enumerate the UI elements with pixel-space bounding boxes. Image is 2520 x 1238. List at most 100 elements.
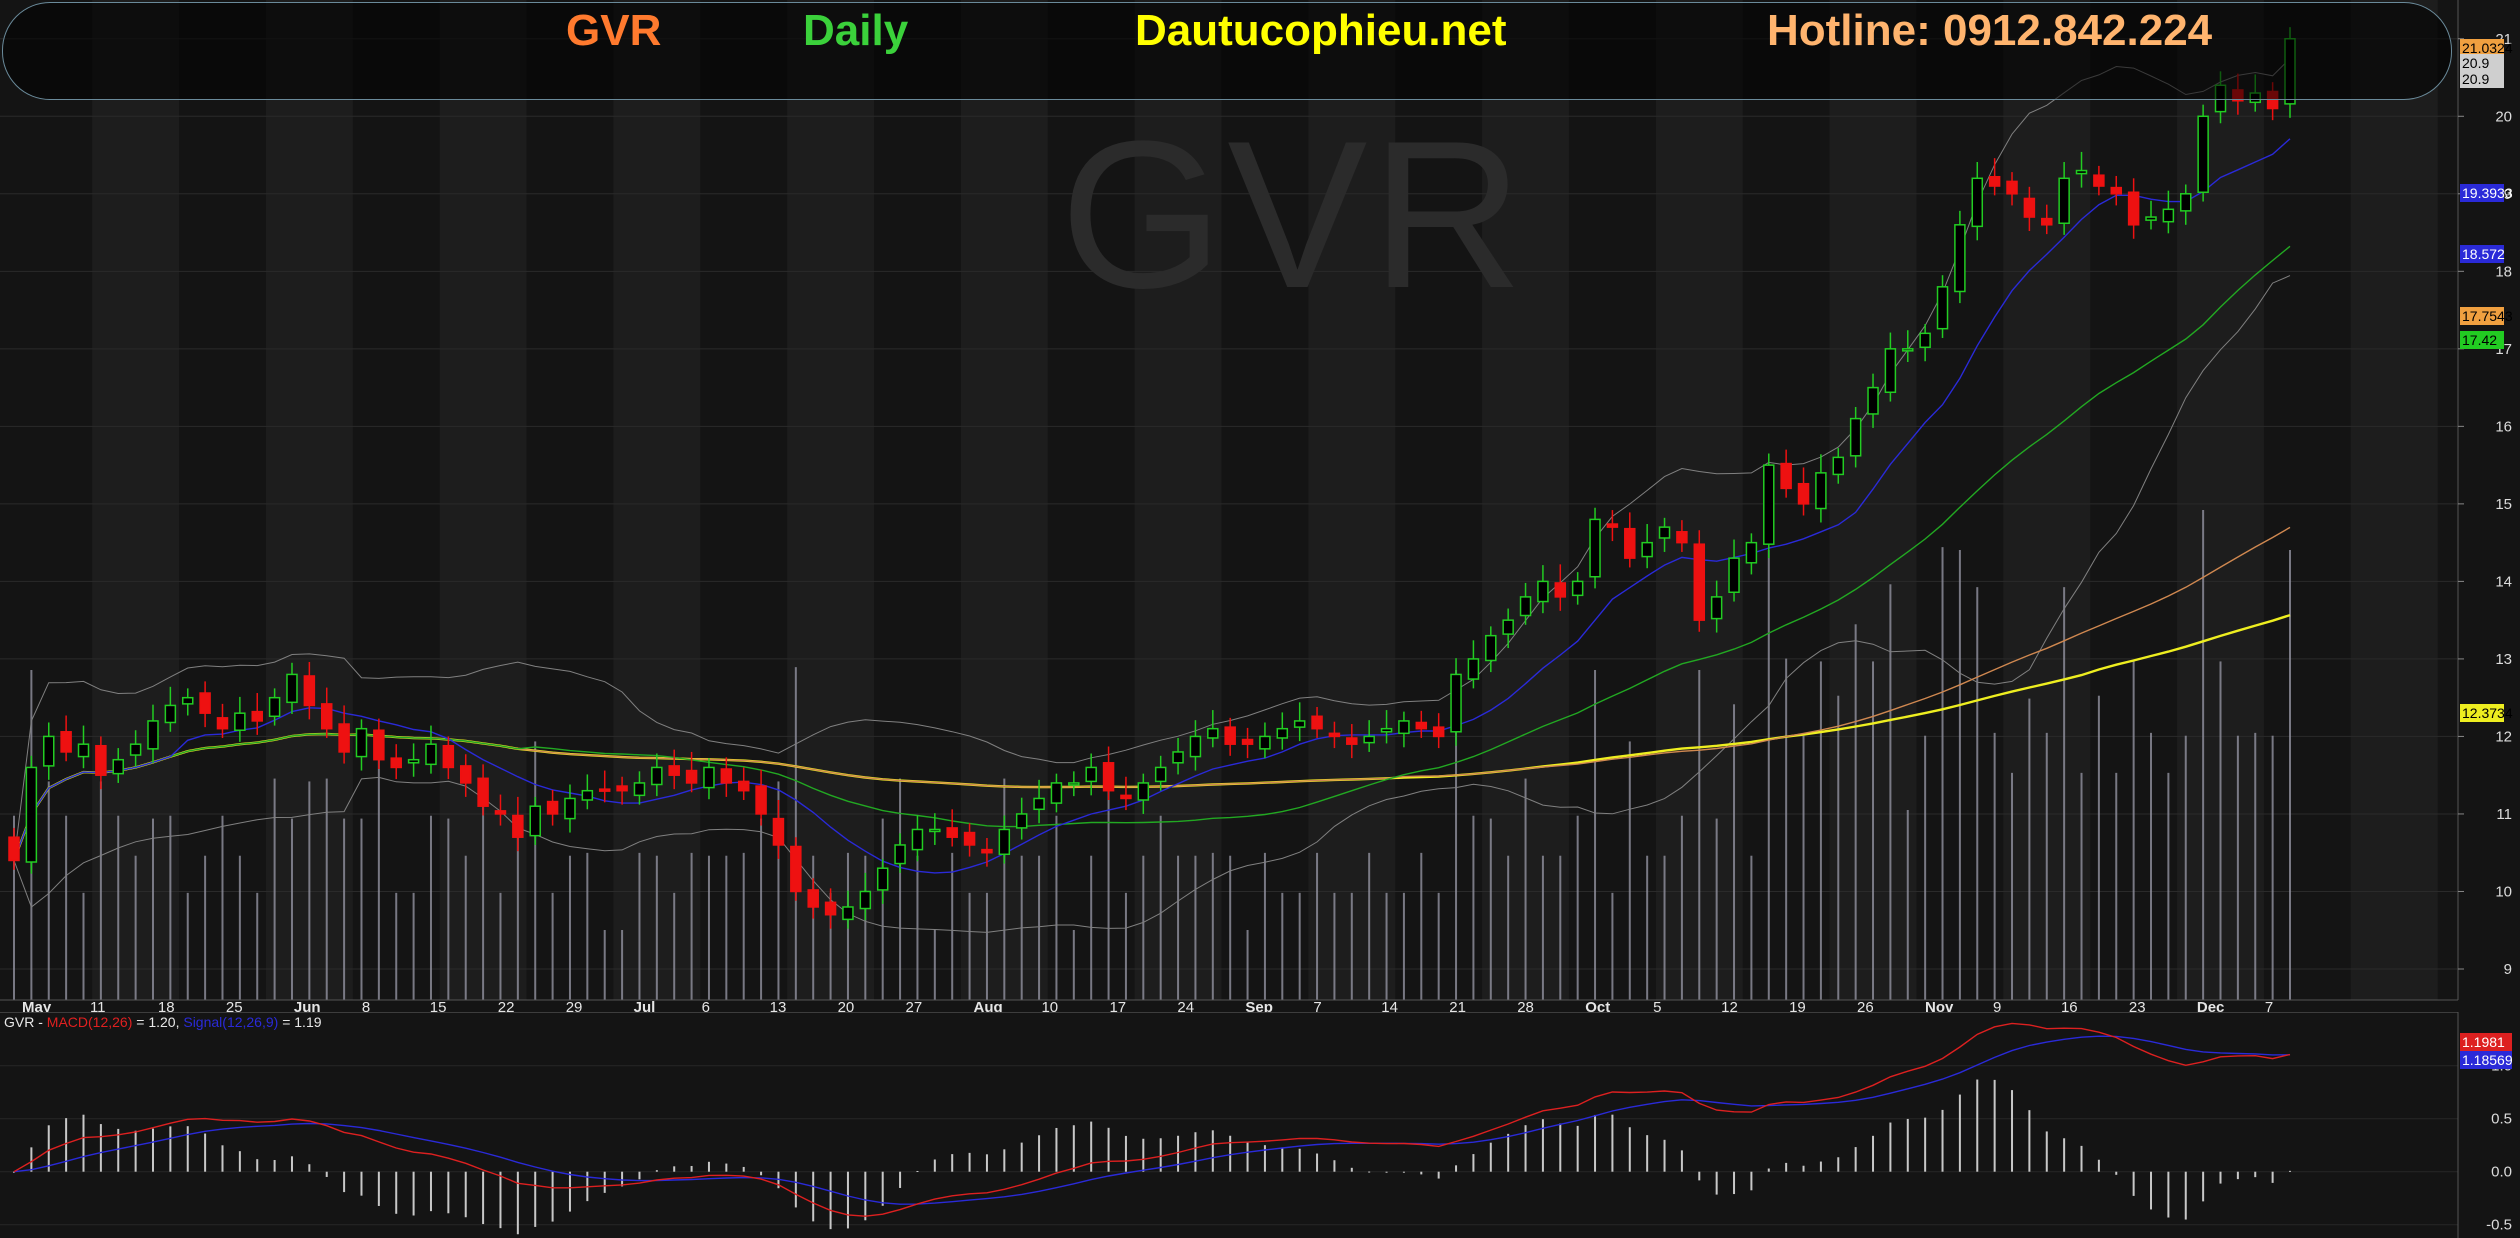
candle-up xyxy=(1380,727,1393,733)
macd-histogram-bar xyxy=(985,1154,988,1172)
macd-histogram-bar xyxy=(1906,1118,1909,1172)
macd-histogram-bar xyxy=(864,1171,867,1221)
macd-bg xyxy=(0,1012,2520,1238)
candle-down xyxy=(685,769,698,784)
price-label: 17.42 xyxy=(2462,332,2497,348)
volume-bar xyxy=(169,815,172,1000)
candle-down xyxy=(790,845,802,893)
candle-up xyxy=(842,906,854,921)
price-axis: 910111213141516171819202121.032420.920.9… xyxy=(2457,0,2513,1000)
macd-histogram-bar xyxy=(1020,1142,1023,1172)
volume-bar xyxy=(621,930,624,1000)
macd-histogram-bar xyxy=(1455,1165,1458,1172)
candle-up xyxy=(1293,720,1306,728)
candle-up xyxy=(2145,216,2157,221)
macd-histogram-bar xyxy=(1402,1171,1405,1173)
macd-legend: GVR - MACD(12,26) = 1.20, Signal(12,26,9… xyxy=(4,1014,322,1030)
day-label: 22 xyxy=(498,999,515,1012)
volume-bar xyxy=(256,892,259,1000)
macd-histogram-bar xyxy=(1715,1171,1718,1195)
volume-bar xyxy=(290,818,293,1000)
volume-bar xyxy=(1611,892,1614,1000)
volume-bar xyxy=(2184,735,2187,1000)
macd-histogram-bar xyxy=(2115,1171,2118,1175)
volume-bar xyxy=(899,778,902,1000)
price-chart: 910111213141516171819202121.032420.920.9… xyxy=(0,0,2513,1012)
candle-down xyxy=(1241,738,1254,745)
candle-down xyxy=(737,780,750,792)
candle-down xyxy=(60,731,72,753)
volume-bar xyxy=(204,855,207,1000)
macd-histogram-bar xyxy=(1263,1145,1266,1172)
candle-up xyxy=(1207,727,1219,739)
volume-bar xyxy=(1350,892,1353,1000)
macd-histogram-bar xyxy=(1524,1125,1527,1172)
month-label: Jun xyxy=(294,999,321,1012)
price-tick-label: 10 xyxy=(2495,883,2512,900)
candle-up xyxy=(1189,735,1202,758)
macd-histogram-bar xyxy=(395,1171,398,1214)
price-label-box xyxy=(2460,331,2504,349)
macd-histogram-bar xyxy=(1055,1127,1058,1172)
volume-bar xyxy=(395,892,398,1000)
macd-histogram-bar xyxy=(1854,1147,1857,1172)
candle-up xyxy=(2075,169,2088,175)
candle-down xyxy=(1432,726,1445,738)
volume-bar xyxy=(1472,815,1475,1000)
macd-histogram-bar xyxy=(2236,1171,2239,1180)
macd-histogram-bar xyxy=(1750,1171,1753,1191)
volume-bar xyxy=(777,781,780,1000)
day-label: 16 xyxy=(2061,999,2078,1012)
volume-bar xyxy=(1229,855,1232,1000)
candle-down xyxy=(199,692,211,714)
candles xyxy=(8,27,2296,929)
candle-down xyxy=(390,757,402,769)
macd-histogram-bar xyxy=(343,1171,346,1193)
volume-bar xyxy=(82,892,85,1000)
candle-up xyxy=(633,782,646,797)
volume-bar xyxy=(1976,587,1979,1000)
volume-bar xyxy=(412,892,415,1000)
candle-up xyxy=(1954,224,1966,293)
price-tick-label: 11 xyxy=(2496,806,2512,823)
candle-down xyxy=(755,785,767,815)
candle-up xyxy=(147,720,159,750)
candle-down xyxy=(373,729,385,761)
volume-bar xyxy=(1402,892,1405,1000)
macd-histogram-bar xyxy=(1107,1127,1110,1172)
day-label: 25 xyxy=(226,999,243,1012)
macd-histogram-bar xyxy=(221,1145,224,1172)
candle-up xyxy=(894,844,906,865)
candle-down xyxy=(2041,217,2053,226)
macd-histogram-bar xyxy=(1489,1142,1492,1172)
day-label: 17 xyxy=(1109,999,1126,1012)
volume-bar xyxy=(1055,815,1058,1000)
candle-up xyxy=(1884,348,1897,393)
macd-histogram-bar xyxy=(1072,1125,1075,1172)
macd-histogram-bar xyxy=(655,1170,658,1172)
volume-bar xyxy=(1872,661,1875,1000)
macd-histogram-bar xyxy=(47,1125,50,1172)
price-label-box xyxy=(2460,184,2504,202)
volume-bar xyxy=(1437,892,1440,1000)
volume-bar xyxy=(2219,661,2222,1000)
candle-up xyxy=(1450,673,1462,733)
macd-histogram-bar xyxy=(899,1171,902,1188)
macd-line xyxy=(13,1022,2291,1217)
volume-bar xyxy=(1993,732,1996,1000)
volume-bar xyxy=(586,852,589,1000)
price-label-box xyxy=(2460,704,2504,722)
candle-up xyxy=(1172,751,1184,764)
candle-up xyxy=(1919,332,1931,349)
candle-up xyxy=(1832,456,1845,476)
macd-histogram-bar xyxy=(1246,1141,1249,1172)
macd-histogram-bar xyxy=(360,1171,363,1196)
volume-bar xyxy=(1003,778,1006,1000)
ma-blue-line xyxy=(13,138,2291,874)
candle-up xyxy=(1033,797,1045,811)
macd-histogram-bar xyxy=(2132,1171,2135,1196)
volume-bar xyxy=(1837,695,1840,1000)
volume-bar xyxy=(1541,855,1544,1000)
macd-histogram-bar xyxy=(812,1171,815,1222)
